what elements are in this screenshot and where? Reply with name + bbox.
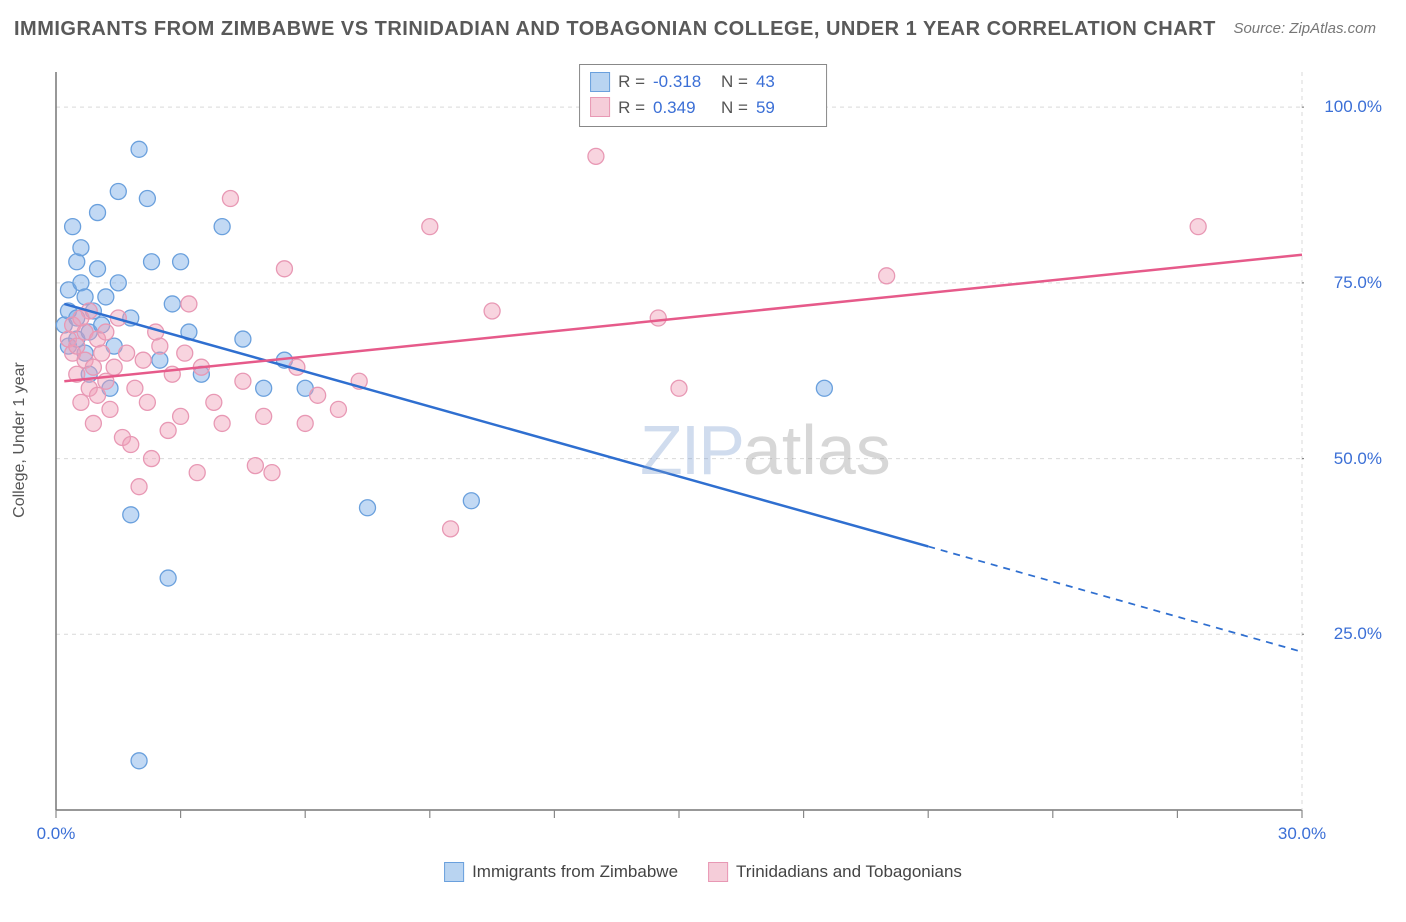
swatch-pink	[708, 862, 728, 882]
r-label: R =	[618, 69, 645, 95]
x-tick-0: 0.0%	[37, 824, 76, 922]
n-value-blue: 43	[756, 69, 816, 95]
r-label: R =	[618, 95, 645, 121]
series-legend: Immigrants from Zimbabwe Trinidadians an…	[444, 862, 962, 882]
r-value-pink: 0.349	[653, 95, 713, 121]
swatch-blue	[590, 72, 610, 92]
n-label: N =	[721, 95, 748, 121]
legend-row-pink: R = 0.349 N = 59	[590, 95, 816, 121]
r-value-blue: -0.318	[653, 69, 713, 95]
legend-item-trinidad: Trinidadians and Tobagonians	[708, 862, 962, 882]
chart-plot-area	[54, 70, 1304, 830]
scatter-svg	[54, 70, 1304, 830]
source-credit: Source: ZipAtlas.com	[1233, 20, 1376, 37]
y-tick-50: 50.0%	[1334, 449, 1382, 469]
y-tick-100: 100.0%	[1324, 97, 1382, 117]
n-value-pink: 59	[756, 95, 816, 121]
legend-label-trinidad: Trinidadians and Tobagonians	[736, 862, 962, 882]
correlation-legend: R = -0.318 N = 43 R = 0.349 N = 59	[579, 64, 827, 127]
legend-item-zimbabwe: Immigrants from Zimbabwe	[444, 862, 678, 882]
x-tick-30: 30.0%	[1278, 824, 1326, 922]
swatch-pink	[590, 97, 610, 117]
y-tick-25: 25.0%	[1334, 624, 1382, 644]
n-label: N =	[721, 69, 748, 95]
legend-row-blue: R = -0.318 N = 43	[590, 69, 816, 95]
chart-title: IMMIGRANTS FROM ZIMBABWE VS TRINIDADIAN …	[14, 18, 1216, 41]
legend-label-zimbabwe: Immigrants from Zimbabwe	[472, 862, 678, 882]
y-axis-label: College, Under 1 year	[11, 362, 29, 518]
y-tick-75: 75.0%	[1334, 273, 1382, 293]
swatch-blue	[444, 862, 464, 882]
